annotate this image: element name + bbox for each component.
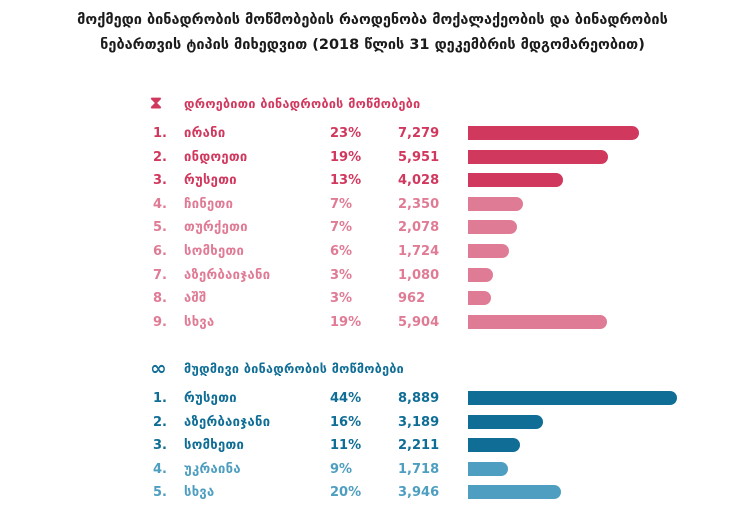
percent-label: 7% bbox=[330, 220, 353, 236]
bar-row: 7. აზერბაიჯანი 3% 1,080 bbox=[0, 267, 745, 287]
category-label: სომხეთი bbox=[184, 244, 245, 259]
percent-label: 11% bbox=[330, 438, 362, 453]
rank-number: 2. bbox=[153, 414, 167, 430]
category-label: თურქეთი bbox=[184, 220, 248, 236]
bar-row: 2. აზერბაიჯანი 16% 3,189 bbox=[0, 414, 745, 434]
value-label: 5,904 bbox=[398, 314, 440, 330]
value-label: 5,951 bbox=[398, 149, 440, 165]
category-label: აზერბაიჯანი bbox=[184, 414, 271, 430]
category-label: სხვა bbox=[184, 485, 215, 500]
rank-number: 9. bbox=[153, 314, 167, 330]
hourglass-icon: ⧗ bbox=[150, 93, 162, 113]
value-label: 4,028 bbox=[398, 173, 440, 189]
bar-row: 4. უკრაინა 9% 1,718 bbox=[0, 461, 745, 481]
bar-row: 5. თურქეთი 7% 2,078 bbox=[0, 219, 745, 239]
value-label: 2,211 bbox=[398, 438, 440, 453]
bar-row: 3. სომხეთი 11% 2,211 bbox=[0, 437, 745, 457]
value-label: 2,350 bbox=[398, 196, 440, 212]
bar bbox=[468, 173, 563, 188]
rank-number: 3. bbox=[153, 173, 167, 189]
permanent-section-header: ∞ მუდმივი ბინადრობის მოწმობები bbox=[150, 356, 405, 380]
permanent-section-title: მუდმივი ბინადრობის მოწმობები bbox=[184, 360, 405, 376]
value-label: 962 bbox=[398, 291, 426, 307]
bar bbox=[468, 291, 491, 306]
value-label: 3,189 bbox=[398, 414, 440, 430]
percent-label: 23% bbox=[330, 126, 362, 141]
bar bbox=[468, 126, 639, 140]
category-label: უკრაინა bbox=[184, 461, 241, 477]
temporary-section-header: ⧗ დროებითი ბინადრობის მოწმობები bbox=[150, 93, 420, 113]
temporary-section-title: დროებითი ბინადრობის მოწმობები bbox=[184, 95, 421, 111]
percent-label: 44% bbox=[330, 391, 362, 406]
bar-row: 1. რუსეთი 44% 8,889 bbox=[0, 390, 745, 410]
category-label: აშშ bbox=[184, 291, 207, 307]
percent-label: 3% bbox=[330, 267, 353, 283]
percent-label: 19% bbox=[330, 149, 362, 165]
bar-row: 6. სომხეთი 6% 1,724 bbox=[0, 243, 745, 263]
chart-title-line2: ნებართვის ტიპის მიხედვით (2018 წლის 31 დ… bbox=[100, 37, 645, 53]
percent-label: 3% bbox=[330, 291, 353, 307]
rank-number: 5. bbox=[153, 485, 167, 500]
percent-label: 13% bbox=[330, 173, 362, 189]
bar-row: 1. ირანი 23% 7,279 bbox=[0, 125, 745, 145]
bar bbox=[468, 391, 677, 405]
bar-row: 5. სხვა 20% 3,946 bbox=[0, 484, 745, 504]
category-label: ირანი bbox=[184, 126, 226, 141]
value-label: 1,718 bbox=[398, 461, 440, 477]
chart-title-line1: მოქმედი ბინადრობის მოწმობების რაოდენობა … bbox=[77, 12, 668, 28]
bar-row: 4. ჩინეთი 7% 2,350 bbox=[0, 196, 745, 216]
category-label: სომხეთი bbox=[184, 438, 245, 453]
value-label: 2,078 bbox=[398, 220, 440, 236]
percent-label: 6% bbox=[330, 244, 353, 259]
bar-row: 9. სხვა 19% 5,904 bbox=[0, 314, 745, 334]
bar-row: 3. რუსეთი 13% 4,028 bbox=[0, 172, 745, 192]
bar bbox=[468, 220, 517, 235]
percent-label: 19% bbox=[330, 314, 362, 330]
percent-label: 7% bbox=[330, 196, 353, 212]
rank-number: 7. bbox=[153, 267, 167, 283]
value-label: 3,946 bbox=[398, 485, 440, 500]
rank-number: 5. bbox=[153, 220, 167, 236]
bar bbox=[468, 196, 523, 211]
infinity-icon: ∞ bbox=[150, 356, 167, 380]
percent-label: 16% bbox=[330, 414, 362, 430]
bar bbox=[468, 149, 608, 164]
bar bbox=[468, 244, 509, 258]
value-label: 8,889 bbox=[398, 391, 440, 406]
category-label: სხვა bbox=[184, 314, 215, 330]
rank-number: 8. bbox=[153, 291, 167, 307]
value-label: 1,080 bbox=[398, 267, 440, 283]
bar bbox=[468, 267, 493, 282]
bar bbox=[468, 461, 508, 476]
percent-label: 9% bbox=[330, 461, 353, 477]
rank-number: 4. bbox=[153, 461, 167, 477]
category-label: რუსეთი bbox=[184, 173, 237, 189]
value-label: 1,724 bbox=[398, 244, 440, 259]
category-label: რუსეთი bbox=[184, 391, 237, 406]
value-label: 7,279 bbox=[398, 126, 440, 141]
rank-number: 6. bbox=[153, 244, 167, 259]
rank-number: 1. bbox=[153, 391, 167, 406]
bar-row: 8. აშშ 3% 962 bbox=[0, 290, 745, 310]
bar bbox=[468, 485, 561, 499]
rank-number: 2. bbox=[153, 149, 167, 165]
rank-number: 1. bbox=[153, 126, 167, 141]
percent-label: 20% bbox=[330, 485, 362, 500]
category-label: აზერბაიჯანი bbox=[184, 267, 271, 283]
bar bbox=[468, 414, 543, 429]
bar bbox=[468, 438, 520, 452]
rank-number: 3. bbox=[153, 438, 167, 453]
bar-row: 2. ინდოეთი 19% 5,951 bbox=[0, 149, 745, 169]
rank-number: 4. bbox=[153, 196, 167, 212]
category-label: ინდოეთი bbox=[184, 149, 248, 165]
category-label: ჩინეთი bbox=[184, 196, 234, 212]
bar bbox=[468, 314, 607, 329]
